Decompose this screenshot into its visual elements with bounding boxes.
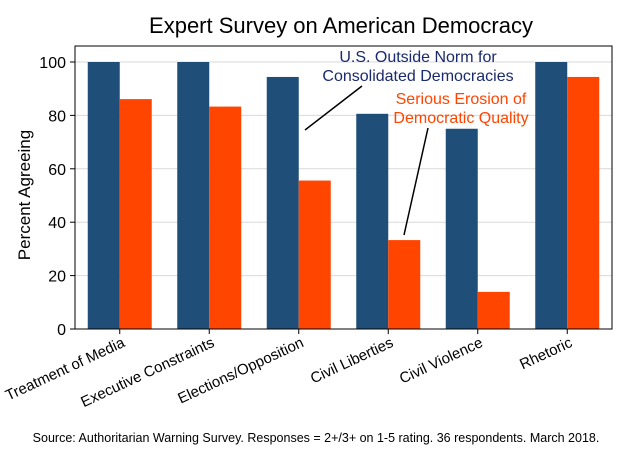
y-tick-label-80: 80	[48, 108, 66, 125]
bar-series2-4	[477, 291, 510, 329]
bar-series1-1	[177, 62, 210, 329]
bar-series2-0	[119, 99, 152, 329]
annotation-erosion-pointer	[403, 127, 429, 236]
annotation-erosion-line-1: Serious Erosion of	[396, 91, 527, 108]
bar-series1-2	[266, 76, 299, 330]
bar-series2-3	[388, 240, 421, 329]
y-tick-label-0: 0	[57, 322, 66, 339]
annotation-norm-line-2: Consolidated Democracies	[322, 68, 513, 85]
y-axis-label: Percent Agreeing	[15, 130, 34, 260]
bar-series1-4	[445, 128, 478, 329]
chart-title: Expert Survey on American Democracy	[149, 13, 533, 38]
plot-frame	[74, 45, 613, 330]
bar-series2-1	[209, 106, 242, 330]
y-tick-label-40: 40	[48, 215, 66, 232]
source-note: Source: Authoritarian Warning Survey. Re…	[33, 431, 600, 445]
y-tick-label-100: 100	[39, 55, 66, 72]
bar-series1-3	[356, 113, 389, 329]
bar-series2-2	[298, 180, 331, 329]
annotations: U.S. Outside Norm for Consolidated Democr…	[304, 49, 529, 236]
annotation-norm-pointer	[304, 85, 363, 131]
gridlines	[75, 61, 612, 277]
annotation-norm-line-1: U.S. Outside Norm for	[339, 49, 497, 66]
y-tick-label-60: 60	[48, 162, 66, 179]
bar-series1-5	[535, 62, 568, 329]
annotation-erosion-line-2: Democratic Quality	[393, 110, 528, 127]
bar-series2-5	[567, 76, 600, 330]
bars	[87, 62, 600, 330]
y-tick-label-20: 20	[48, 269, 66, 286]
bar-series1-0	[87, 62, 120, 329]
